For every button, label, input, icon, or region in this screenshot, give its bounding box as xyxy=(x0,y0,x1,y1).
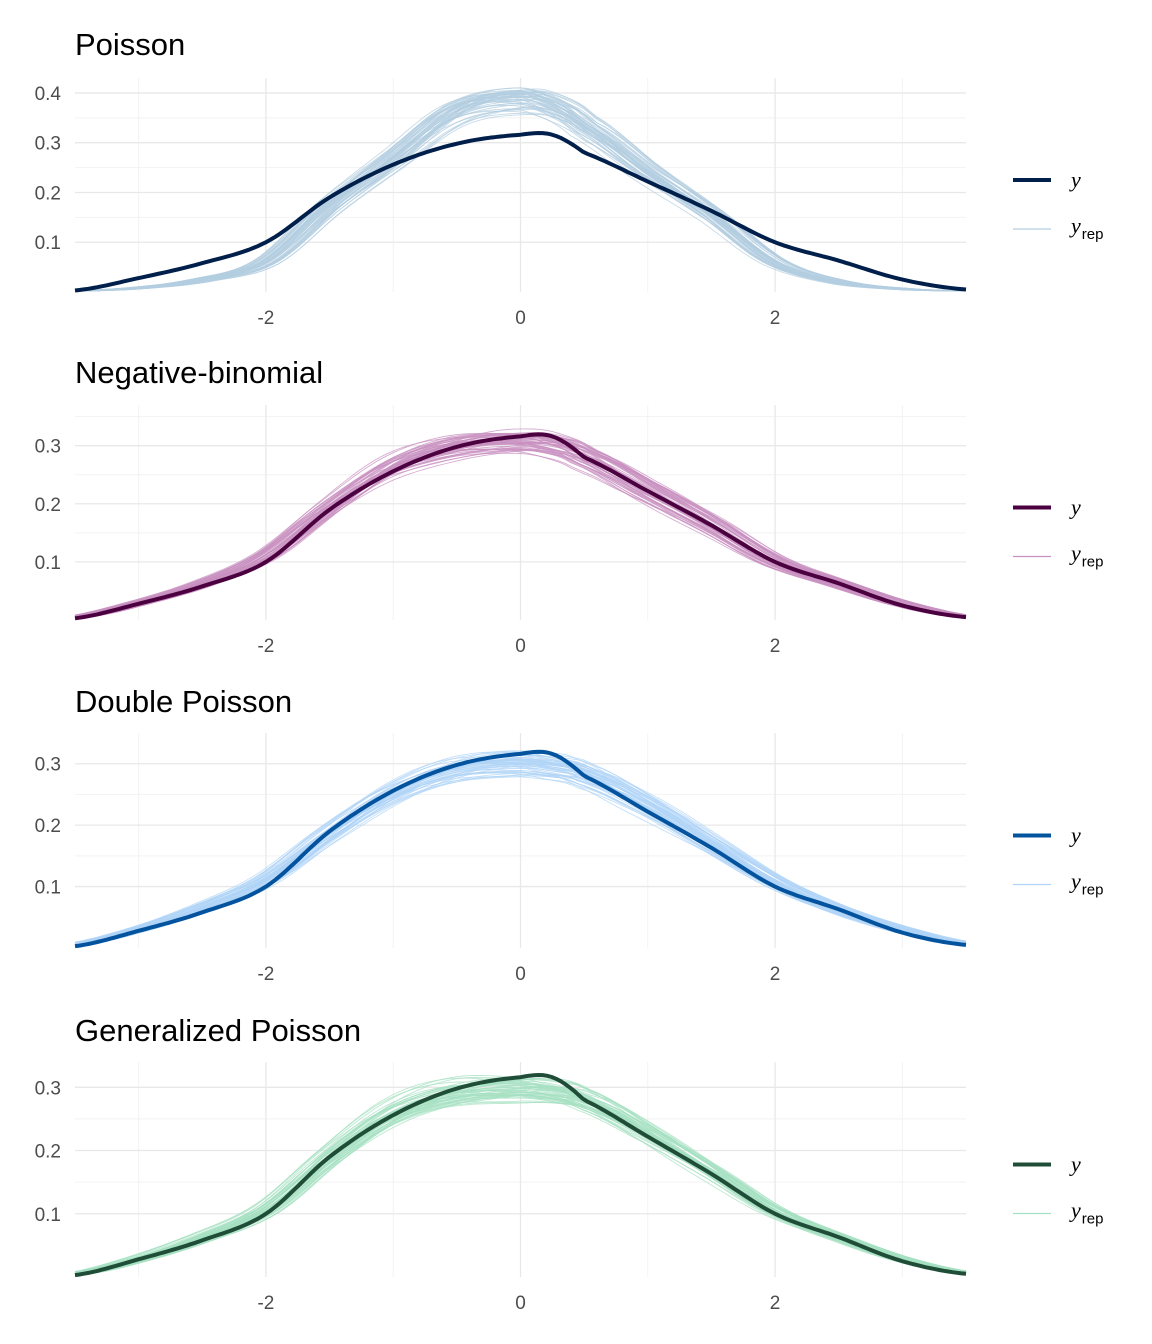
x-tick-label: -2 xyxy=(257,636,274,657)
y-tick-label: 0.4 xyxy=(35,84,62,105)
yrep-curve xyxy=(74,1079,967,1275)
x-tick-label: 0 xyxy=(515,308,526,329)
yrep-curve xyxy=(74,771,967,945)
y-tick-label: 0.1 xyxy=(35,233,61,254)
x-tick-label: -2 xyxy=(257,1293,274,1314)
y-tick-label: 0.2 xyxy=(35,816,61,837)
panel-title: Negative-binomial xyxy=(75,355,323,390)
y-tick-label: 0.1 xyxy=(35,1205,61,1226)
y-tick-label: 0.3 xyxy=(35,755,61,776)
y-tick-label: 0.3 xyxy=(35,437,61,458)
panel-title: Double Poisson xyxy=(75,684,292,719)
panel-3: Double Poisson -2 0 2 0.1 0.2 0.3 y yrep xyxy=(35,684,1104,985)
y-curve xyxy=(74,1073,967,1278)
x-tick-label: -2 xyxy=(257,308,274,329)
yrep-curve xyxy=(74,91,967,292)
y-tick-label: 0.3 xyxy=(35,1078,61,1099)
y-tick-label: 0.2 xyxy=(35,183,61,204)
panel-title: Generalized Poisson xyxy=(75,1013,361,1048)
y-curve xyxy=(74,749,967,949)
y-tick-label: 0.3 xyxy=(35,134,61,155)
legend-label-yrep: yrep xyxy=(1069,213,1103,243)
yrep-curve xyxy=(74,93,966,292)
x-tick-label: 0 xyxy=(515,1293,526,1314)
x-tick-label: 0 xyxy=(515,636,526,657)
y-curve xyxy=(74,432,967,621)
yrep-curve xyxy=(74,759,966,944)
panel-title: Poisson xyxy=(75,27,185,62)
x-tick-label: 2 xyxy=(770,964,781,985)
x-tick-label: -2 xyxy=(257,964,274,985)
y-tick-label: 0.1 xyxy=(35,553,61,574)
legend-label-y: y xyxy=(1069,1152,1081,1177)
yrep-curve xyxy=(74,750,967,945)
y-tick-label: 0.1 xyxy=(35,878,61,899)
yrep-curve xyxy=(74,448,966,618)
x-tick-label: 2 xyxy=(770,1293,781,1314)
panel-1: Poisson -2 0 2 0.1 0.2 0.3 0.4 y yrep xyxy=(35,27,1104,329)
x-tick-label: 2 xyxy=(770,636,781,657)
y-curve xyxy=(74,131,967,293)
y-tick-label: 0.2 xyxy=(35,1142,61,1163)
yrep-curve xyxy=(74,1092,966,1274)
panel-2: Negative-binomial -2 0 2 0.1 0.2 0.3 y yrep xyxy=(35,355,1104,657)
yrep-curve xyxy=(74,450,967,618)
panel-4: Generalized Poisson -2 0 2 0.1 0.2 0.3 y yrep xyxy=(35,1013,1104,1314)
yrep-curve xyxy=(75,107,967,292)
legend-label-y: y xyxy=(1069,167,1081,192)
legend-label-y: y xyxy=(1069,823,1081,848)
x-tick-label: 2 xyxy=(770,308,781,329)
legend-label-yrep: yrep xyxy=(1069,869,1103,899)
y-tick-label: 0.2 xyxy=(35,495,61,516)
legend-label-yrep: yrep xyxy=(1069,1198,1103,1228)
legend-label-yrep: yrep xyxy=(1069,541,1103,571)
x-tick-label: 0 xyxy=(515,964,526,985)
yrep-curve xyxy=(75,109,967,292)
legend-label-y: y xyxy=(1069,495,1081,520)
